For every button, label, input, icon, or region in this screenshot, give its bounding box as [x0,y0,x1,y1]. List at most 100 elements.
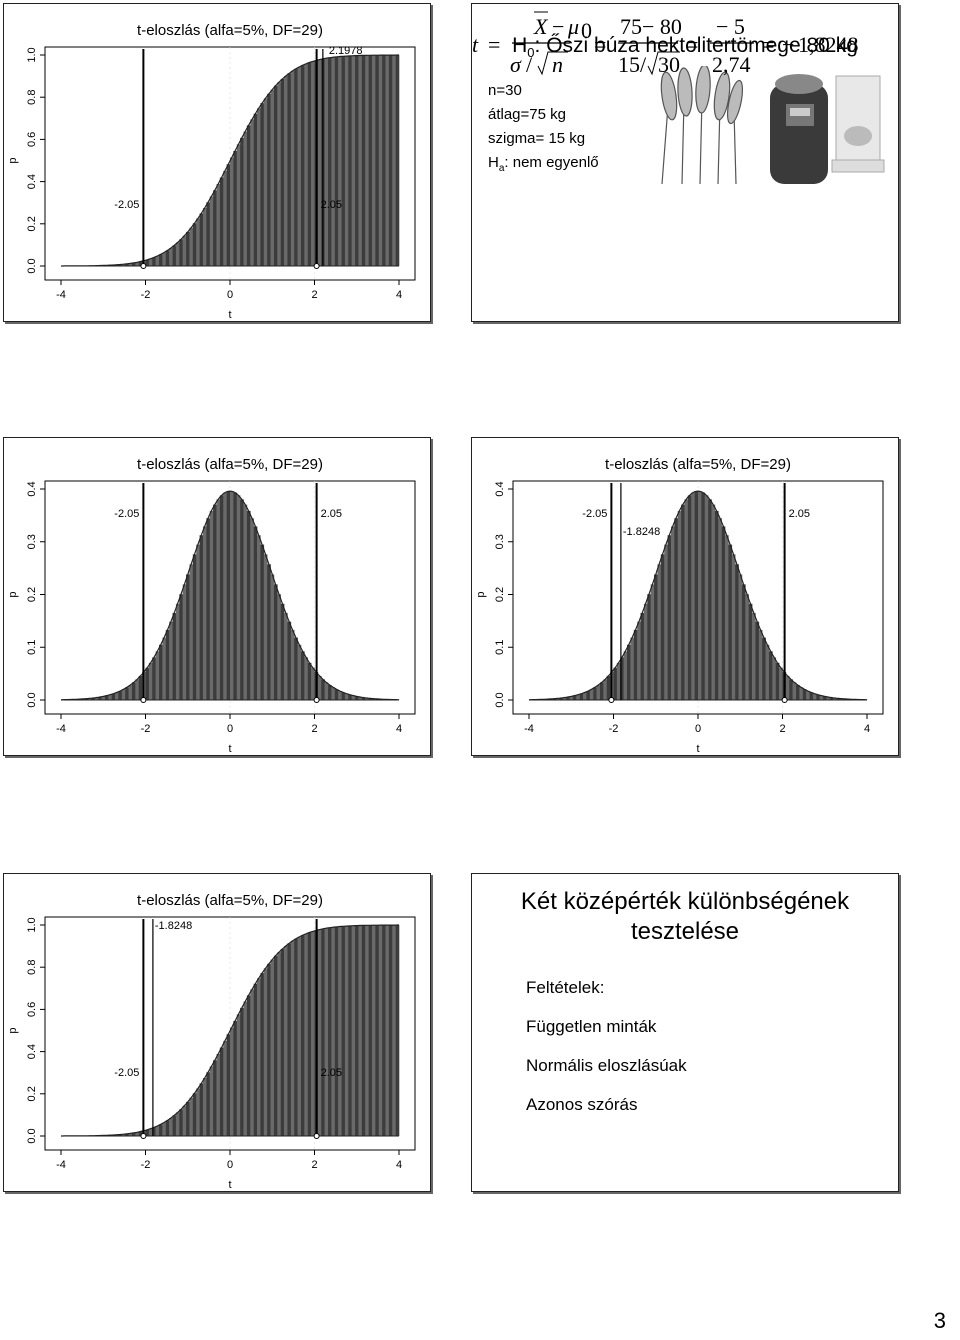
area-stripe [186,1101,190,1136]
area-stripe [257,108,261,267]
area-stripe [358,55,363,266]
area-stripe [334,56,339,267]
area-stripe [243,504,248,700]
area-stripe [647,594,651,700]
area-stripe [328,57,332,267]
area-stripe [823,696,827,700]
slide-cdf-1: -4 -2 0 2 4 0.0 0.2 0.4 0.6 0.8 1.0 t p t-eloszlás (a… [3,3,431,322]
area-stripe [395,925,400,1136]
y-tick-label: 0.2 [26,587,38,602]
area-stripe [599,682,604,700]
area-stripe [175,1112,180,1136]
area-stripe [375,925,380,1136]
area-stripe [355,925,359,1136]
t-statistic-equation: t = X − μ 0 σ / n = 75− 80 15/ 30 = − 5 … [472,11,859,77]
area-stripe [681,504,685,700]
area-stripe [650,584,655,700]
area-stripe [246,510,251,700]
svg-text:X: X [533,14,549,39]
curve-area [61,925,400,1136]
area-stripe [192,1093,197,1136]
svg-text:30: 30 [658,52,680,77]
area-stripe [155,651,160,700]
area-stripe [297,644,302,700]
area-stripe [250,119,254,267]
area-stripe [223,1040,227,1136]
area-stripe [348,925,352,1136]
area-stripe [148,1128,153,1136]
area-stripe [267,564,271,700]
curve-line [529,490,867,701]
area-stripe [192,223,197,266]
area-stripe [562,697,567,700]
area-stripe [321,679,325,700]
curve-area [529,491,868,700]
area-stripe [348,55,352,267]
area-stripe [660,554,665,700]
area-stripe [182,1105,187,1136]
area-stripe [317,675,322,700]
area-stripe [334,689,339,700]
area-stripe [392,925,396,1136]
area-stripe [708,499,712,700]
area-stripe [148,662,153,700]
area-stripe [138,261,143,266]
area-stripe [348,694,352,700]
area-stripe [169,621,173,700]
area-stripe [294,68,298,266]
area-stripe [385,55,390,267]
area-stripe [785,675,790,700]
area-stripe [613,667,618,700]
area-stripe [728,544,733,700]
chart-pdf-1: -4 -2 0 2 4 0.0 0.1 0.2 0.3 0.4 t p t-eloszlás (alfa… [7,456,416,755]
area-stripe [287,621,292,700]
area-stripe [280,78,285,266]
area-stripe [368,925,373,1136]
y-tick-label: 0.0 [26,692,38,707]
area-stripe [246,125,251,266]
area-stripe [358,925,363,1136]
y-axis-label: p [7,1027,19,1033]
critical-point [140,263,147,269]
annotation-right-critical: 2.05 [321,199,342,211]
area-stripe [189,564,194,700]
area-stripe [199,1083,204,1136]
x-axis-label: t [228,309,231,321]
area-stripe [115,264,119,266]
area-stripe [328,927,332,1136]
y-tick-label: 0.6 [26,132,38,147]
area-stripe [223,170,227,266]
param-sigma: szigma= 15 kg [488,130,586,147]
area-stripe [213,1060,217,1136]
area-stripe [121,1134,126,1136]
area-stripe [365,925,369,1136]
x-tick-label: -4 [56,289,66,301]
area-stripe [135,262,140,266]
svg-text:=: = [488,32,500,57]
area-stripe [556,698,560,700]
area-stripe [365,55,369,266]
area-stripe [192,554,197,700]
area-stripe [385,925,390,1136]
area-stripe [267,963,271,1136]
area-stripe [677,510,682,700]
area-stripe [799,687,804,700]
area-stripe [321,928,325,1136]
annotation-right-critical: 2.05 [321,508,342,520]
area-stripe [230,1027,234,1136]
area-stripe [196,544,200,700]
area-stripe [559,697,564,700]
y-tick-label: 0.3 [26,534,38,549]
x-tick-label: -2 [141,289,151,301]
area-stripe [263,968,268,1136]
area-stripe [125,687,129,700]
area-stripe [175,603,180,700]
svg-text:15/: 15/ [618,52,647,77]
area-stripe [233,150,238,266]
area-stripe [202,1077,207,1136]
area-stripe [131,682,136,700]
area-stripe [351,925,356,1136]
curve-line [61,924,399,1137]
chart-cdf-2: -4 -2 0 2 4 0.0 0.2 0.4 0.6 0.8 1.0 t p t-eloszlás (a… [7,892,416,1191]
y-axis-label: p [7,157,19,163]
